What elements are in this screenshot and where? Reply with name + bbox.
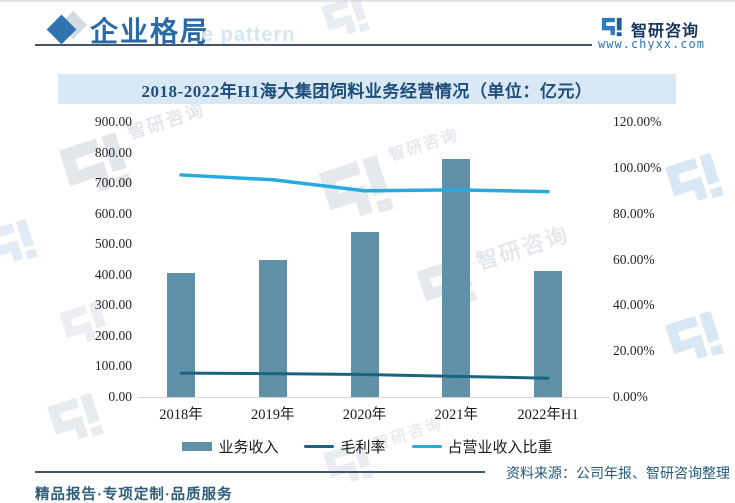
brand-url: www.chyxx.com bbox=[598, 37, 705, 51]
right-axis-tick-label: 60.00% bbox=[613, 251, 655, 267]
left-axis-tick-label: 700.00 bbox=[94, 175, 132, 191]
legend-bar-swatch bbox=[182, 442, 213, 451]
legend-label: 毛利率 bbox=[340, 440, 386, 456]
left-axis-tick-label: 0.00 bbox=[108, 389, 132, 404]
footer-divider bbox=[35, 471, 485, 473]
bar-2022年H1 bbox=[534, 270, 562, 397]
section-title: 企业格局 bbox=[90, 17, 211, 48]
legend-line-swatch bbox=[304, 444, 335, 449]
legend-label: 业务收入 bbox=[218, 440, 279, 456]
right-axis-tick-label: 80.00% bbox=[613, 205, 655, 221]
x-axis-label: 2021年 bbox=[434, 407, 479, 423]
left-axis-tick-label: 800.00 bbox=[94, 144, 132, 160]
legend-item-2: 占营业收入比重 bbox=[411, 436, 553, 457]
legend-label: 占营业收入比重 bbox=[447, 440, 553, 456]
legend-item-0: 业务收入 bbox=[182, 436, 278, 457]
x-axis-label: 2019年 bbox=[251, 407, 295, 423]
bar-2018年 bbox=[167, 273, 195, 397]
bar-2021年 bbox=[442, 159, 471, 397]
x-axis-label: 2020年 bbox=[342, 407, 387, 423]
revenue-share-line bbox=[179, 173, 550, 194]
right-axis-tick-label: 20.00% bbox=[613, 343, 655, 359]
right-axis-tick-label: 100.00% bbox=[613, 159, 662, 175]
left-axis-tick-label: 400.00 bbox=[94, 266, 132, 282]
legend-item-1: 毛利率 bbox=[304, 436, 386, 457]
footer-tagline: 精品报告·专项定制·品质服务 bbox=[35, 487, 233, 503]
x-axis-label: 2022年H1 bbox=[517, 407, 579, 423]
brand-name: 智研咨询 bbox=[631, 23, 700, 40]
brand-logo-icon bbox=[601, 17, 622, 37]
right-axis-tick-label: 0.00% bbox=[613, 389, 648, 404]
bar-2020年 bbox=[350, 232, 379, 397]
right-axis-tick-label: 120.00% bbox=[613, 114, 662, 129]
x-axis-label: 2018年 bbox=[159, 407, 203, 423]
left-axis-tick-label: 300.00 bbox=[94, 297, 132, 313]
chart-legend: 业务收入 毛利率 占营业收入比重 bbox=[0, 436, 735, 457]
x-axis-line bbox=[138, 397, 610, 398]
left-axis-tick-label: 600.00 bbox=[94, 205, 132, 221]
chart-title: 2018-2022年H1海大集团饲料业务经营情况（单位：亿元） bbox=[141, 81, 593, 101]
right-axis-tick-label: 40.00% bbox=[613, 297, 655, 313]
section-title-watermark: e pattern bbox=[202, 24, 296, 46]
header-divider bbox=[35, 44, 592, 46]
left-axis-tick-label: 900.00 bbox=[94, 114, 132, 129]
left-axis-tick-label: 100.00 bbox=[94, 358, 132, 374]
legend-line-swatch bbox=[411, 444, 442, 449]
left-axis-tick-label: 500.00 bbox=[94, 236, 132, 252]
left-axis-tick-label: 200.00 bbox=[94, 327, 132, 343]
bar-2019年 bbox=[258, 259, 287, 397]
chart-title-band: 2018-2022年H1海大集团饲料业务经营情况（单位：亿元） bbox=[58, 74, 676, 104]
data-source-note: 资料来源：公司年报、智研咨询整理 bbox=[506, 467, 730, 482]
